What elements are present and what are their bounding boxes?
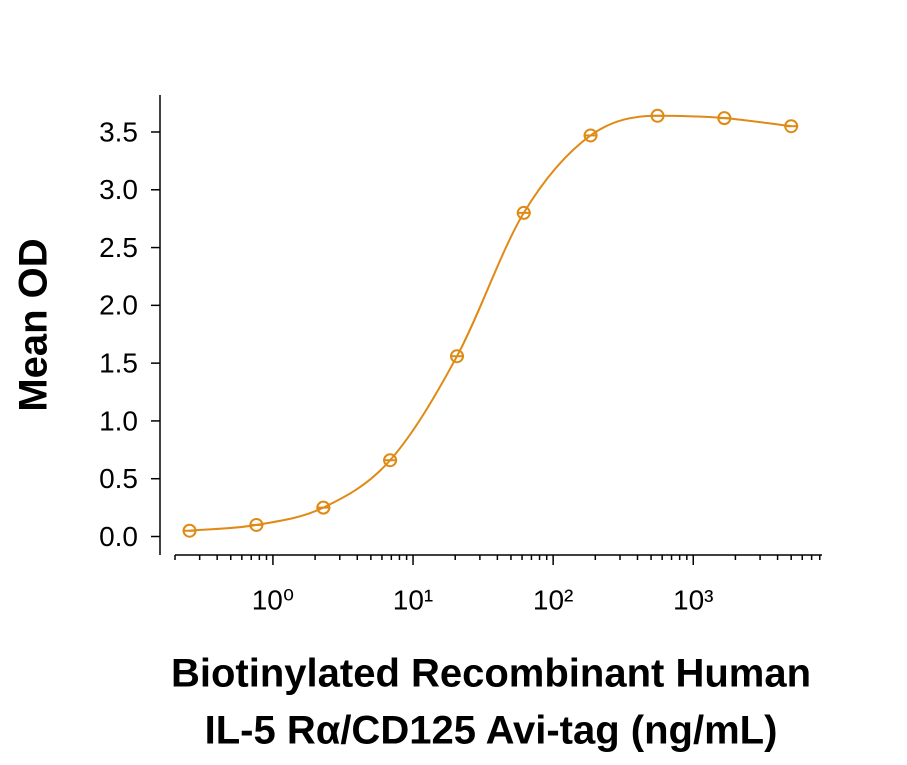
y-tick-label: 1.5	[99, 348, 138, 379]
y-tick-label: 0.0	[99, 521, 138, 552]
data-point	[450, 349, 465, 364]
y-axis-title: Mean OD	[12, 238, 56, 411]
data-point	[383, 453, 398, 468]
x-tick-label: 10¹	[393, 584, 433, 615]
y-tick-label: 0.5	[99, 463, 138, 494]
y-tick-label: 3.0	[99, 174, 138, 205]
data-point	[182, 523, 197, 538]
fit-curve	[189, 114, 792, 532]
data-point	[316, 500, 331, 515]
data-point	[249, 517, 264, 532]
data-point	[583, 128, 598, 143]
x-tick-label: 10²	[533, 584, 573, 615]
y-tick-label: 1.0	[99, 405, 138, 436]
data-point	[784, 119, 799, 134]
x-tick-label: 10³	[673, 584, 713, 615]
x-axis-title: Biotinylated Recombinant Human	[171, 652, 811, 696]
y-tick-label: 2.5	[99, 232, 138, 263]
data-point	[717, 111, 732, 126]
data-point	[516, 205, 531, 220]
x-tick-label: 10⁰	[252, 584, 294, 615]
x-axis-title: IL-5 Rα/CD125 Avi-tag (ng/mL)	[205, 709, 778, 753]
data-point	[650, 108, 665, 123]
y-tick-label: 2.0	[99, 290, 138, 321]
y-tick-label: 3.5	[99, 116, 138, 147]
